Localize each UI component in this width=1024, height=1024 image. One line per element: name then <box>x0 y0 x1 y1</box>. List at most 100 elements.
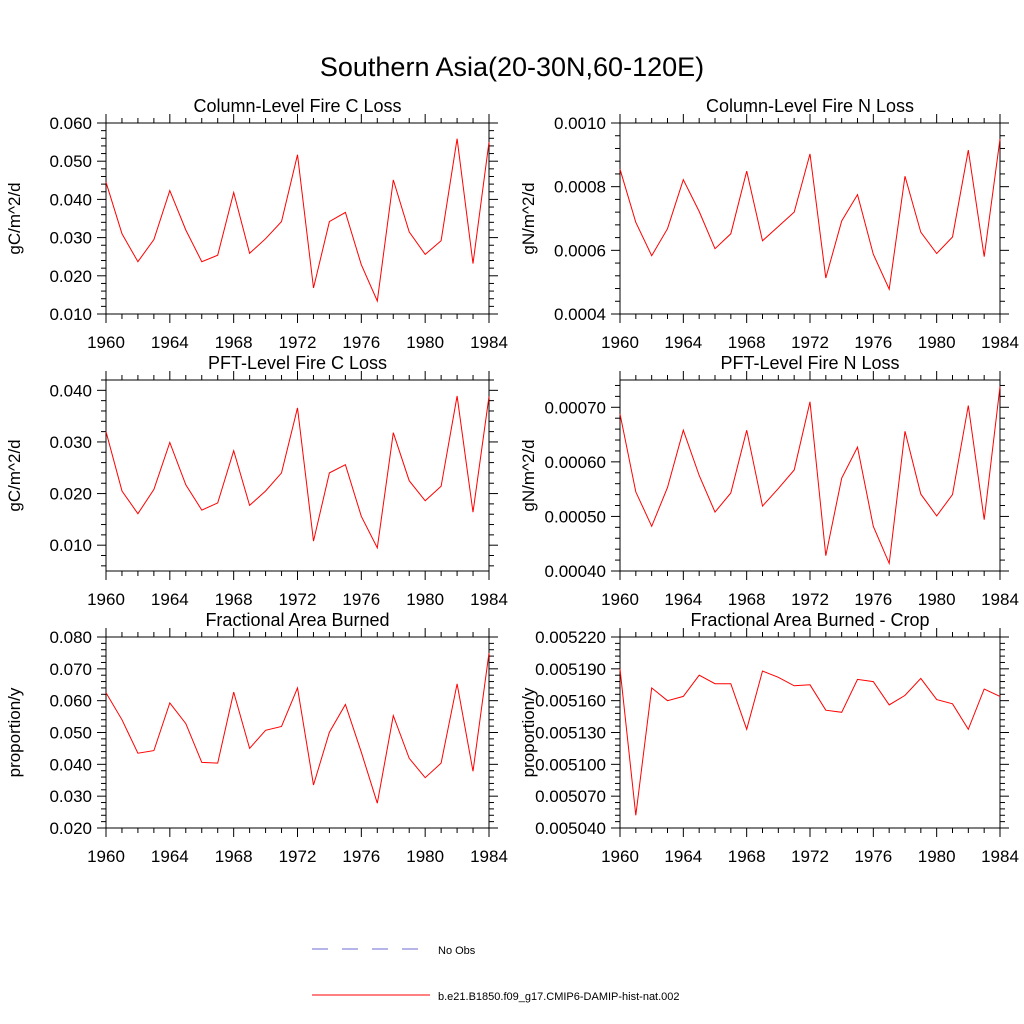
x-tick-label: 1968 <box>215 847 253 866</box>
y-tick-label: 0.010 <box>49 536 92 555</box>
x-tick-label: 1980 <box>406 333 444 352</box>
x-tick-label: 1980 <box>918 847 956 866</box>
y-tick-label: 0.050 <box>49 724 92 743</box>
x-tick-label: 1964 <box>664 590 702 609</box>
x-tick-label: 1980 <box>406 847 444 866</box>
x-tick-label: 1972 <box>279 333 317 352</box>
x-tick-label: 1972 <box>279 590 317 609</box>
legend-model-label: b.e21.B1850.f09_g17.CMIP6-DAMIP-hist-nat… <box>438 991 680 1003</box>
x-tick-label: 1984 <box>470 333 508 352</box>
chart-panel-3: 1960 1964 1968 1972 1976 1980 1984 0.010 0.020 0.… <box>5 353 508 609</box>
series-line <box>619 138 1001 291</box>
plot-frame <box>619 636 1001 829</box>
y-tick-label: 0.0010 <box>554 114 606 133</box>
x-tick-label: 1984 <box>981 333 1019 352</box>
x-tick-label: 1968 <box>728 590 766 609</box>
y-axis-label: proportion/y <box>5 687 24 777</box>
x-tick-label: 1964 <box>151 333 189 352</box>
y-axis-label: gC/m^2/d <box>5 182 24 254</box>
y-tick-label: 0.005220 <box>535 628 606 647</box>
y-tick-label: 0.030 <box>49 229 92 248</box>
y-tick-label: 0.005070 <box>535 787 606 806</box>
panel-title: Fractional Area Burned - Crop <box>690 610 929 630</box>
y-tick-label: 0.060 <box>49 114 92 133</box>
x-tick-label: 1976 <box>342 847 380 866</box>
x-tick-label: 1984 <box>981 590 1019 609</box>
y-tick-label: 0.0006 <box>554 241 606 260</box>
panel-title: PFT-Level Fire C Loss <box>208 353 387 373</box>
series-line <box>619 668 1001 816</box>
y-tick-label: 0.030 <box>49 787 92 806</box>
panel-title: Column-Level Fire C Loss <box>193 96 401 116</box>
x-tick-label: 1960 <box>87 333 125 352</box>
series-line <box>105 652 490 804</box>
y-tick-label: 0.020 <box>49 485 92 504</box>
plot-frame <box>105 122 490 315</box>
x-tick-label: 1960 <box>87 590 125 609</box>
x-tick-label: 1976 <box>342 333 380 352</box>
x-tick-label: 1972 <box>279 847 317 866</box>
series-line <box>619 386 1001 566</box>
chart-panels: 1960 1964 1968 1972 1976 1980 1984 0.010 0.020 0.… <box>5 96 1019 866</box>
x-tick-label: 1968 <box>728 333 766 352</box>
y-tick-label: 0.040 <box>49 190 92 209</box>
x-tick-label: 1984 <box>470 847 508 866</box>
y-tick-label: 0.005130 <box>535 724 606 743</box>
x-tick-label: 1980 <box>406 590 444 609</box>
x-tick-label: 1972 <box>791 847 829 866</box>
x-tick-label: 1976 <box>854 333 892 352</box>
x-tick-label: 1972 <box>791 590 829 609</box>
y-tick-label: 0.00040 <box>545 562 606 581</box>
y-tick-label: 0.005100 <box>535 755 606 774</box>
figure-title: Southern Asia(20-30N,60-120E) <box>320 52 704 82</box>
y-tick-label: 0.00060 <box>545 453 606 472</box>
y-tick-label: 0.060 <box>49 692 92 711</box>
x-tick-label: 1964 <box>151 590 189 609</box>
y-tick-label: 0.020 <box>49 267 92 286</box>
series-line <box>105 138 490 303</box>
y-axis-label: gC/m^2/d <box>5 439 24 511</box>
y-tick-label: 0.005040 <box>535 819 606 838</box>
x-tick-label: 1984 <box>981 847 1019 866</box>
chart-panel-4: 1960 1964 1968 1972 1976 1980 1984 0.00040 0.000… <box>519 353 1019 609</box>
x-tick-label: 1968 <box>215 590 253 609</box>
plot-frame <box>105 636 490 829</box>
x-tick-label: 1960 <box>601 847 639 866</box>
y-tick-label: 0.00050 <box>545 507 606 526</box>
y-tick-label: 0.0004 <box>554 305 606 324</box>
x-tick-label: 1984 <box>470 590 508 609</box>
x-tick-label: 1964 <box>664 847 702 866</box>
y-tick-label: 0.005160 <box>535 692 606 711</box>
plot-frame <box>619 122 1001 315</box>
y-axis-label: gN/m^2/d <box>519 182 538 254</box>
y-tick-label: 0.010 <box>49 305 92 324</box>
x-tick-label: 1964 <box>664 333 702 352</box>
plot-frame <box>619 379 1001 572</box>
x-tick-label: 1976 <box>854 590 892 609</box>
chart-panel-2: 1960 1964 1968 1972 1976 1980 1984 0.0004 0.0006… <box>519 96 1019 352</box>
y-tick-label: 0.0008 <box>554 178 606 197</box>
x-tick-label: 1960 <box>87 847 125 866</box>
x-tick-label: 1968 <box>728 847 766 866</box>
x-tick-label: 1976 <box>854 847 892 866</box>
y-tick-label: 0.040 <box>49 755 92 774</box>
chart-panel-1: 1960 1964 1968 1972 1976 1980 1984 0.010 0.020 0.… <box>5 96 508 352</box>
chart-panel-6: 1960 1964 1968 1972 1976 1980 1984 0.005040 0.00… <box>519 610 1019 866</box>
panel-title: PFT-Level Fire N Loss <box>720 353 899 373</box>
y-axis-label: gN/m^2/d <box>519 439 538 511</box>
x-tick-label: 1968 <box>215 333 253 352</box>
y-tick-label: 0.070 <box>49 660 92 679</box>
chart-panel-5: 1960 1964 1968 1972 1976 1980 1984 0.020 0.030 0.… <box>5 610 508 866</box>
x-tick-label: 1980 <box>918 590 956 609</box>
panel-title: Column-Level Fire N Loss <box>706 96 914 116</box>
x-tick-label: 1972 <box>791 333 829 352</box>
x-tick-label: 1960 <box>601 590 639 609</box>
x-tick-label: 1976 <box>342 590 380 609</box>
y-tick-label: 0.050 <box>49 152 92 171</box>
legend: No Obs b.e21.B1850.f09_g17.CMIP6-DAMIP-h… <box>312 945 680 1003</box>
x-tick-label: 1964 <box>151 847 189 866</box>
y-tick-label: 0.005190 <box>535 660 606 679</box>
y-axis-label: proportion/y <box>519 687 538 777</box>
x-tick-label: 1980 <box>918 333 956 352</box>
